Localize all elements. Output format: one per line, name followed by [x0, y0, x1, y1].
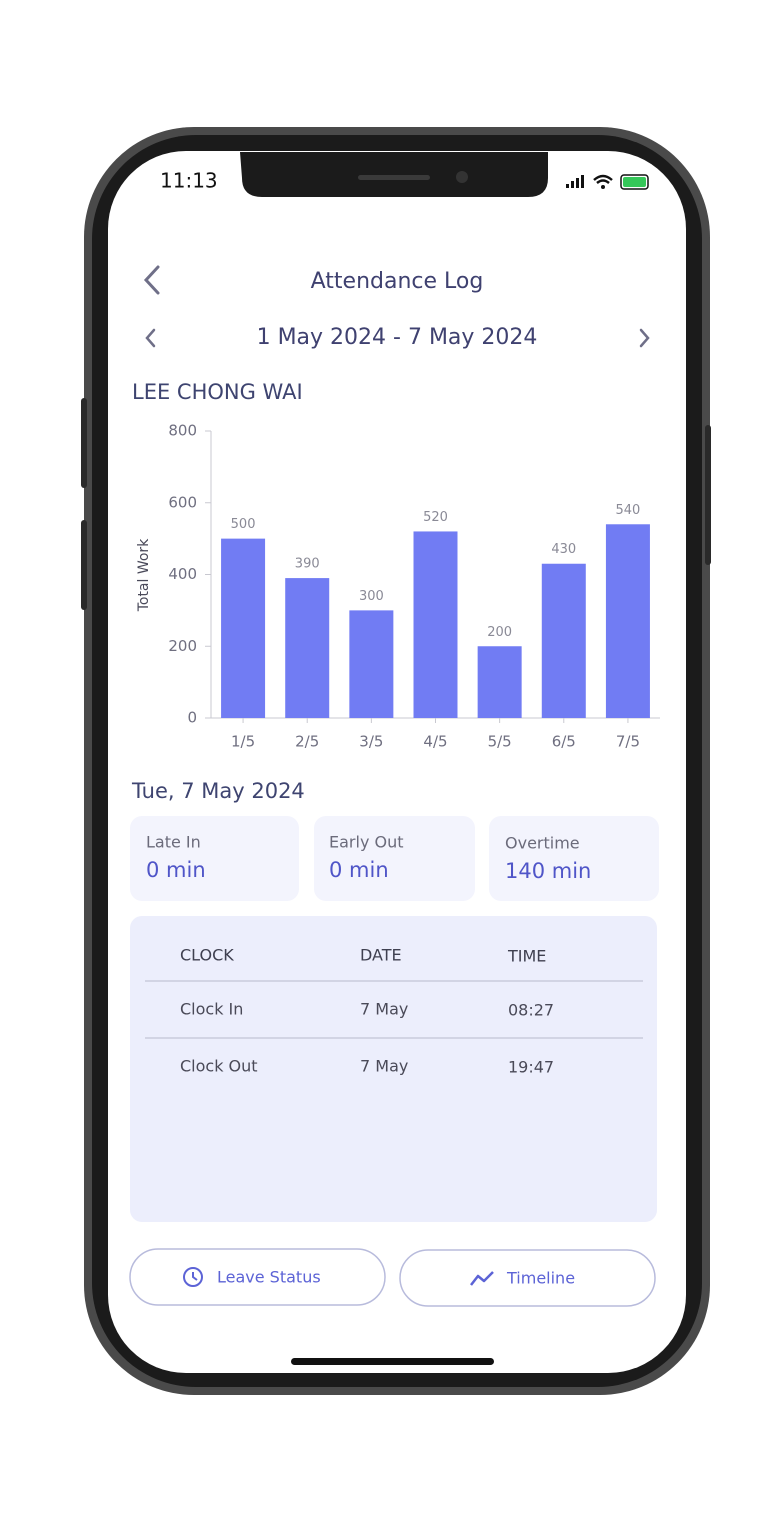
wifi-icon: [593, 174, 613, 185]
table-cell: Clock Out: [180, 1057, 258, 1076]
table-header: CLOCK: [180, 946, 234, 965]
notch: [240, 152, 548, 197]
x-tick-label: 7/5: [616, 733, 640, 751]
table-header: DATE: [360, 946, 402, 965]
stat-label: Overtime: [505, 834, 580, 853]
x-tick-label: 3/5: [359, 733, 383, 751]
stat-card: [314, 816, 475, 901]
stat-value: 140 min: [505, 859, 591, 883]
signal-icon: [566, 175, 584, 188]
bar: [349, 610, 394, 718]
home-indicator: [291, 1358, 494, 1365]
button-label: Leave Status: [217, 1268, 321, 1287]
value-label: 200: [487, 625, 512, 640]
page-title: Attendance Log: [311, 269, 484, 294]
battery-icon: [620, 174, 649, 190]
value-label: 430: [551, 542, 576, 557]
y-tick-label: 200: [168, 637, 197, 655]
stat-label: Early Out: [329, 833, 404, 852]
value-label: 520: [423, 510, 448, 525]
x-tick-label: 1/5: [231, 733, 255, 751]
value-label: 390: [295, 557, 320, 572]
side-button: [705, 425, 711, 565]
x-tick-label: 4/5: [423, 733, 447, 751]
table-header: TIME: [507, 947, 546, 966]
history-icon: [183, 1267, 203, 1287]
y-tick-label: 600: [168, 493, 197, 511]
table-cell: 19:47: [508, 1058, 554, 1077]
stat-card: [489, 816, 659, 901]
stat-value: 0 min: [146, 858, 206, 882]
bar: [605, 524, 650, 718]
leave-status-button[interactable]: [129, 1248, 386, 1306]
value-label: 540: [616, 503, 641, 518]
y-axis-label: Total Work: [136, 538, 152, 612]
y-tick-label: 0: [187, 709, 197, 727]
volume-button: [81, 398, 87, 488]
x-tick-label: 5/5: [488, 733, 512, 751]
status-time: 11:13: [160, 169, 218, 193]
speaker: [358, 175, 430, 180]
bar: [285, 578, 330, 718]
x-tick-label: 6/5: [552, 733, 576, 751]
x-tick-label: 2/5: [295, 733, 319, 751]
y-tick-label: 400: [168, 565, 197, 583]
employee-name: LEE CHONG WAI: [132, 380, 303, 404]
volume-button: [81, 520, 87, 610]
bar: [221, 538, 266, 718]
table-cell: 08:27: [508, 1001, 554, 1020]
clock-table: [130, 916, 657, 1222]
prev-week[interactable]: [145, 328, 156, 348]
stat-value: 0 min: [329, 858, 389, 882]
bar: [413, 531, 458, 718]
y-tick-label: 800: [168, 422, 197, 440]
timeline-icon: [470, 1271, 494, 1286]
stat-card: [130, 816, 299, 901]
date-range: 1 May 2024 - 7 May 2024: [257, 325, 538, 350]
table-cell: 7 May: [360, 1057, 408, 1076]
value-label: 300: [359, 589, 384, 604]
battery-level: [623, 177, 646, 187]
bar: [477, 646, 522, 718]
stat-label: Late In: [146, 833, 201, 852]
camera: [456, 171, 468, 183]
chart: Total Work 0 200 400 600 800 1/5 500 2/5 390 3/5 3…: [136, 422, 660, 751]
button-label: Timeline: [506, 1269, 575, 1288]
back-button[interactable]: [143, 265, 160, 295]
history-icon-hands: [192, 1272, 198, 1281]
wifi-dot: [601, 185, 605, 189]
day-title: Tue, 7 May 2024: [131, 779, 305, 803]
table-cell: Clock In: [180, 1000, 243, 1019]
value-label: 500: [231, 517, 256, 532]
table-cell: 7 May: [360, 1000, 408, 1019]
next-week[interactable]: [639, 328, 650, 348]
bar: [541, 563, 586, 718]
timeline-button[interactable]: [399, 1249, 656, 1307]
